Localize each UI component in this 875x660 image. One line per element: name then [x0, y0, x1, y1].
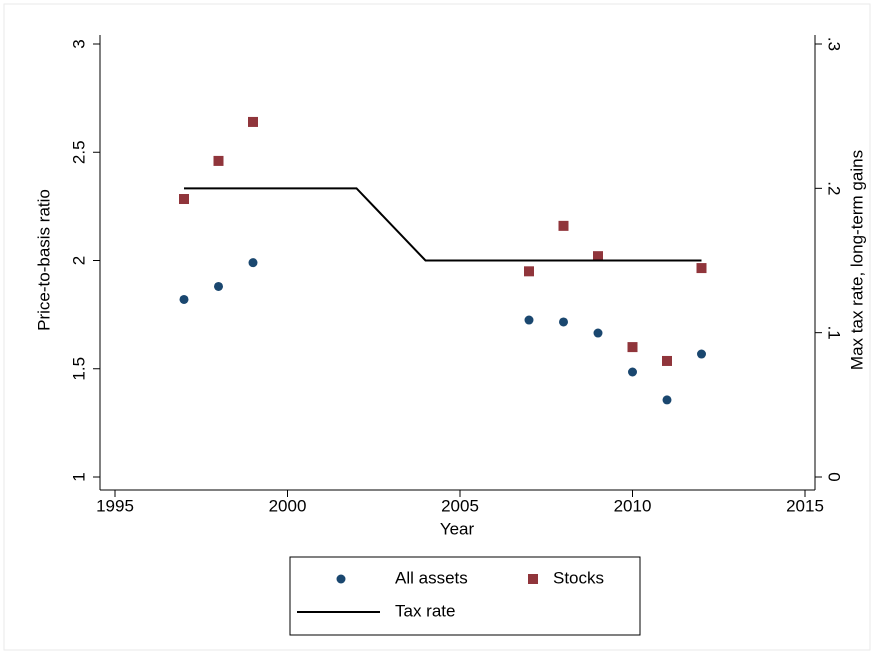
y-axis-title: Price-to-basis ratio [34, 189, 53, 331]
frame [3, 3, 871, 651]
legend-label: Tax rate [395, 601, 455, 620]
y-tick-label: 3 [69, 39, 88, 48]
marker [248, 258, 258, 268]
marker [662, 355, 672, 366]
y-tick-label: 2.5 [69, 140, 88, 164]
y2-tick-label: .3 [825, 37, 844, 51]
marker [593, 251, 603, 262]
marker [593, 328, 603, 338]
legend-symbol [528, 574, 538, 584]
marker [662, 395, 672, 405]
legend-symbol [336, 574, 346, 584]
marker [627, 342, 638, 353]
x-tick-label: 2005 [441, 496, 479, 515]
y-tick-label: 1 [69, 472, 88, 481]
legend-box [289, 556, 641, 636]
marker [697, 349, 706, 359]
y-tick-label: 2 [69, 256, 88, 265]
x-tick-label: 2010 [614, 496, 652, 515]
x-tick-label: 2015 [786, 496, 824, 515]
y2-tick-label: .1 [825, 326, 844, 340]
y2-tick-label: .2 [825, 181, 844, 195]
marker [524, 266, 534, 277]
x-axis-title: Year [440, 519, 475, 538]
legend-label: All assets [395, 568, 468, 587]
marker [179, 294, 189, 304]
x-tick-label: 2000 [269, 496, 307, 515]
legend-label: Stocks [553, 568, 604, 587]
x-tick-label: 1995 [96, 496, 134, 515]
marker [696, 263, 707, 274]
y-tick-label: 1.5 [69, 357, 88, 381]
marker [179, 194, 189, 205]
y2-tick-label: 0 [825, 472, 844, 481]
marker [248, 116, 258, 127]
marker [558, 220, 569, 231]
line [184, 187, 702, 262]
marker [214, 281, 223, 291]
marker [628, 367, 637, 377]
marker [213, 155, 224, 166]
marker [524, 315, 534, 325]
marker [559, 317, 568, 327]
y2-axis-title: Max tax rate, long-term gains [847, 150, 866, 370]
